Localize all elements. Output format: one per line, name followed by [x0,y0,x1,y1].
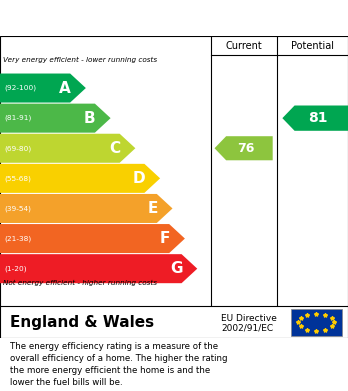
Text: B: B [84,111,96,126]
Text: (69-80): (69-80) [4,145,31,151]
Text: Current: Current [225,41,262,51]
Text: (21-38): (21-38) [4,235,31,242]
Text: Very energy efficient - lower running costs: Very energy efficient - lower running co… [3,57,158,63]
Bar [291,309,342,335]
Polygon shape [0,254,197,283]
Text: 76: 76 [237,142,254,155]
Polygon shape [0,164,160,193]
Text: (92-100): (92-100) [4,85,36,91]
Text: E: E [147,201,158,216]
Polygon shape [0,134,135,163]
Polygon shape [214,136,273,160]
Text: Energy Efficiency Rating: Energy Efficiency Rating [10,11,220,25]
Text: 2002/91/EC: 2002/91/EC [221,323,273,332]
Text: 81: 81 [308,111,327,125]
Text: F: F [159,231,170,246]
Polygon shape [0,224,185,253]
Text: England & Wales: England & Wales [10,315,155,330]
Text: Not energy efficient - higher running costs: Not energy efficient - higher running co… [3,280,158,287]
Text: (81-91): (81-91) [4,115,32,121]
Polygon shape [282,106,348,131]
Polygon shape [0,194,173,223]
Text: Potential: Potential [291,41,334,51]
Text: D: D [133,171,145,186]
Text: (39-54): (39-54) [4,205,31,212]
Polygon shape [0,74,86,102]
Polygon shape [0,104,111,133]
Text: (55-68): (55-68) [4,175,31,181]
Text: G: G [170,261,182,276]
Text: (1-20): (1-20) [4,265,27,272]
Text: The energy efficiency rating is a measure of the
overall efficiency of a home. T: The energy efficiency rating is a measur… [10,343,228,387]
Text: EU Directive: EU Directive [221,314,277,323]
Text: A: A [59,81,71,95]
Text: C: C [109,141,120,156]
